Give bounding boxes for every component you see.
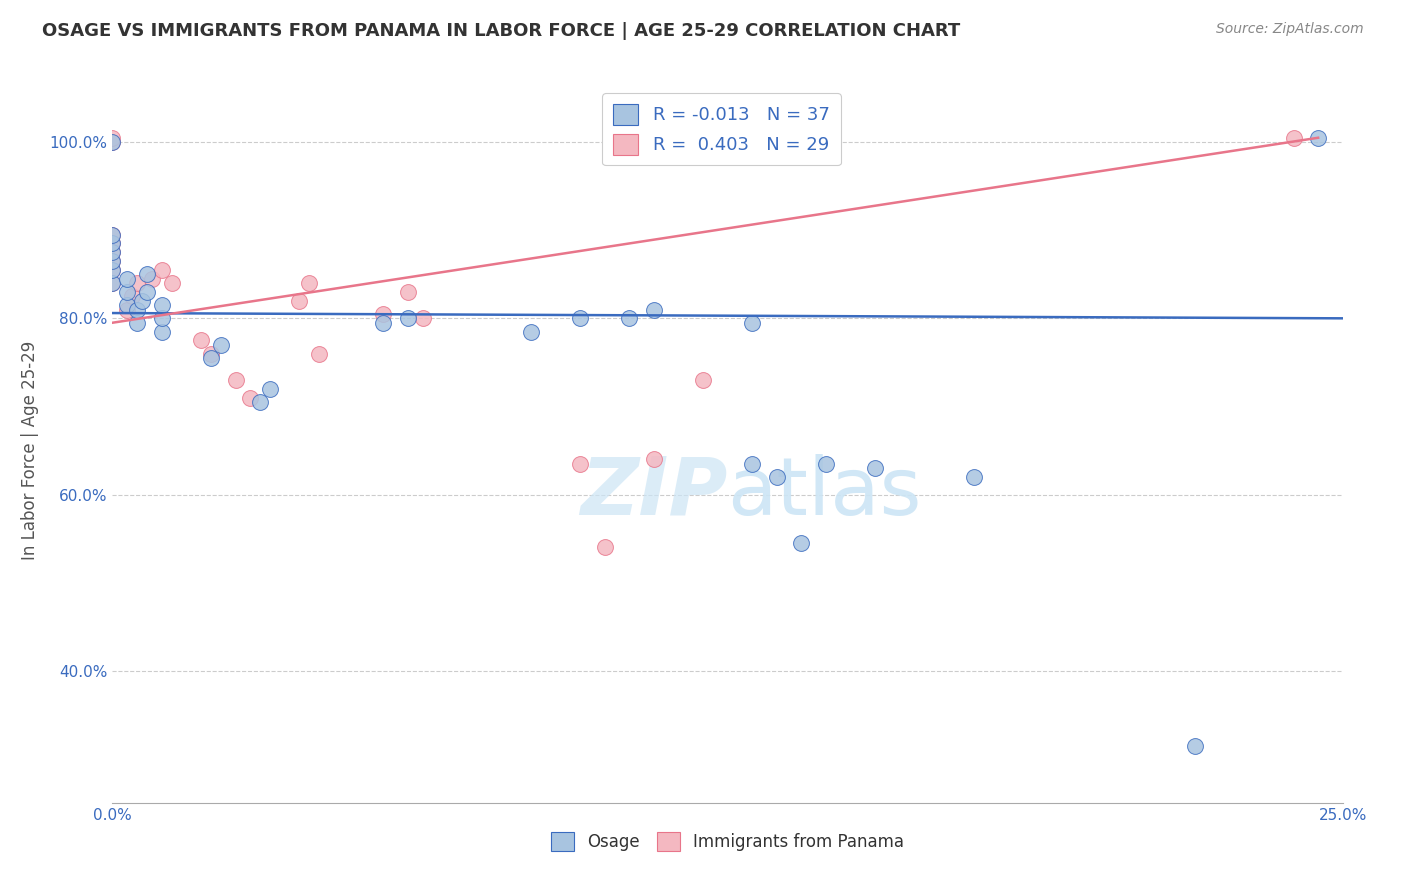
Point <box>150 263 173 277</box>
Point <box>815 457 838 471</box>
Point <box>101 263 124 277</box>
Point <box>1184 739 1206 753</box>
Point <box>1282 130 1305 145</box>
Point <box>741 316 763 330</box>
Point <box>225 373 247 387</box>
Point <box>766 470 789 484</box>
Point <box>239 391 262 405</box>
Point <box>150 311 173 326</box>
Point <box>101 227 124 242</box>
Point <box>249 395 271 409</box>
Text: Source: ZipAtlas.com: Source: ZipAtlas.com <box>1216 22 1364 37</box>
Point <box>127 302 149 317</box>
Point <box>371 307 394 321</box>
Point <box>371 316 394 330</box>
Point <box>593 541 616 555</box>
Point <box>101 236 124 251</box>
Point <box>200 346 222 360</box>
Point <box>101 236 124 251</box>
Point <box>117 271 138 285</box>
Point <box>101 227 124 242</box>
Point <box>117 298 138 312</box>
Point <box>101 130 124 145</box>
Point <box>1308 130 1330 145</box>
Text: ZIP: ZIP <box>581 454 728 532</box>
Point <box>150 298 173 312</box>
Point <box>101 135 124 149</box>
Point <box>127 316 149 330</box>
Point <box>117 302 138 317</box>
Y-axis label: In Labor Force | Age 25-29: In Labor Force | Age 25-29 <box>21 341 38 560</box>
Point <box>136 285 159 299</box>
Point <box>101 263 124 277</box>
Point <box>288 293 311 308</box>
Point <box>962 470 984 484</box>
Point <box>692 373 714 387</box>
Point <box>741 457 763 471</box>
Point <box>412 311 434 326</box>
Point <box>101 254 124 268</box>
Point <box>131 293 153 308</box>
Point <box>101 276 124 290</box>
Point <box>136 268 159 282</box>
Point <box>121 289 143 303</box>
Point <box>298 276 321 290</box>
Point <box>308 346 330 360</box>
Point <box>127 276 149 290</box>
Point <box>396 311 419 326</box>
Point <box>863 461 887 475</box>
Point <box>200 351 222 365</box>
Point <box>568 311 592 326</box>
Point <box>790 536 813 550</box>
Point <box>259 382 281 396</box>
Point <box>190 334 212 348</box>
Point <box>101 135 124 149</box>
Point <box>643 302 665 317</box>
Point <box>520 325 543 339</box>
Text: atlas: atlas <box>728 454 922 532</box>
Text: OSAGE VS IMMIGRANTS FROM PANAMA IN LABOR FORCE | AGE 25-29 CORRELATION CHART: OSAGE VS IMMIGRANTS FROM PANAMA IN LABOR… <box>42 22 960 40</box>
Legend: Osage, Immigrants from Panama: Osage, Immigrants from Panama <box>544 825 911 858</box>
Point <box>619 311 641 326</box>
Point <box>117 285 138 299</box>
Point <box>568 457 592 471</box>
Point <box>643 452 665 467</box>
Point <box>101 245 124 260</box>
Point <box>101 276 124 290</box>
Point <box>160 276 183 290</box>
Point <box>101 245 124 260</box>
Point <box>150 325 173 339</box>
Point <box>209 337 232 351</box>
Point <box>396 285 419 299</box>
Point <box>141 271 163 285</box>
Point <box>101 254 124 268</box>
